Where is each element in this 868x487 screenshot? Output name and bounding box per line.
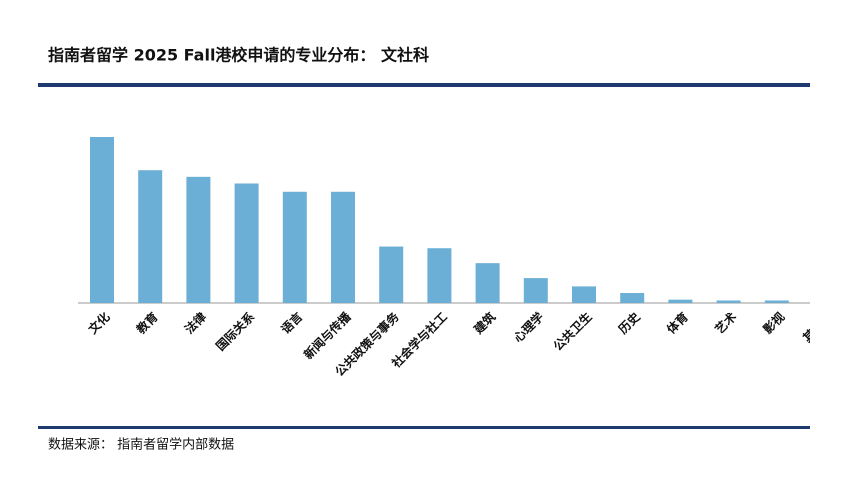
bar — [475, 263, 500, 303]
x-tick-label: 心理学 — [510, 309, 546, 345]
x-tick-label: 语言 — [278, 309, 306, 337]
x-tick-label: 其他科 — [800, 309, 836, 345]
bar — [764, 300, 789, 303]
bar — [379, 246, 404, 303]
plot: 文化 教育 法律 国际关系 语言新闻与传播公共政策与事务社会学与社工 建筑 心理学 公共卫生历… — [85, 137, 836, 379]
x-tick-label: 法律 — [181, 309, 209, 337]
bar — [234, 183, 259, 303]
bar — [572, 286, 596, 303]
bar — [282, 191, 307, 303]
x-tick-label: 文化 — [85, 309, 113, 337]
footer-rule — [38, 426, 810, 429]
header-rule — [38, 83, 810, 87]
chart-title: 指南者留学 2025 Fall港校申请的专业分布： 文社科 — [48, 46, 429, 65]
bar — [523, 278, 548, 303]
x-tick-label: 影视 — [760, 309, 788, 337]
source: 数据来源： 指南者留学内部数据 — [48, 437, 234, 453]
bar — [186, 176, 211, 303]
bar — [427, 248, 452, 303]
x-tick-label: 建筑 — [470, 309, 498, 337]
bar — [668, 299, 693, 303]
x-tick-label: 历史 — [615, 308, 643, 336]
x-tick-label: 国际关系 — [213, 309, 258, 354]
x-tick-label: 公共卫生 — [550, 309, 595, 354]
bar — [138, 170, 163, 303]
x-tick-label: 艺术 — [712, 309, 740, 337]
x-tick-label: 体育 — [663, 309, 691, 337]
bar — [620, 293, 645, 303]
bar — [716, 300, 741, 303]
bar — [331, 191, 355, 303]
bar — [90, 137, 114, 303]
x-tick-label: 教育 — [133, 309, 161, 337]
